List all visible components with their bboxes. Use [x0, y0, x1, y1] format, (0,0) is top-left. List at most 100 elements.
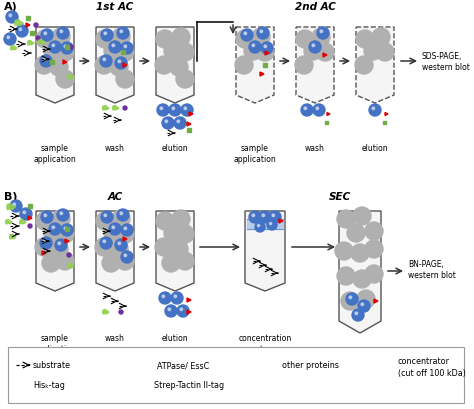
Text: elution: elution [362, 144, 388, 153]
Circle shape [44, 214, 46, 217]
Bar [65, 227, 69, 231]
Polygon shape [42, 252, 46, 255]
Circle shape [104, 33, 107, 36]
Circle shape [117, 28, 129, 40]
Circle shape [169, 105, 181, 117]
Polygon shape [374, 299, 378, 303]
Circle shape [50, 59, 68, 77]
Circle shape [49, 223, 61, 236]
Circle shape [116, 252, 134, 270]
Circle shape [176, 225, 194, 243]
Text: substrate: substrate [33, 361, 71, 370]
Circle shape [353, 207, 371, 225]
Circle shape [140, 358, 154, 372]
Bar [121, 51, 125, 55]
Circle shape [165, 121, 168, 124]
Circle shape [117, 209, 129, 221]
Circle shape [165, 305, 177, 317]
Polygon shape [268, 361, 279, 368]
Text: other proteins: other proteins [282, 361, 339, 370]
Polygon shape [385, 113, 388, 116]
Circle shape [28, 225, 32, 229]
Circle shape [50, 240, 68, 258]
Circle shape [49, 42, 61, 54]
Circle shape [96, 213, 114, 230]
Circle shape [176, 71, 194, 89]
Circle shape [295, 57, 313, 75]
Circle shape [64, 227, 67, 230]
Polygon shape [123, 64, 127, 68]
Polygon shape [339, 211, 381, 333]
Circle shape [164, 43, 182, 61]
Circle shape [267, 220, 277, 230]
Polygon shape [36, 28, 74, 104]
Circle shape [103, 240, 106, 243]
Polygon shape [123, 237, 127, 241]
Circle shape [184, 108, 187, 110]
Circle shape [317, 28, 329, 40]
Circle shape [346, 293, 358, 305]
Polygon shape [327, 113, 330, 116]
Polygon shape [236, 28, 274, 104]
Circle shape [352, 309, 364, 321]
Circle shape [249, 211, 261, 223]
Circle shape [35, 238, 53, 256]
Circle shape [244, 43, 262, 61]
Circle shape [16, 26, 28, 38]
Circle shape [312, 29, 330, 47]
Circle shape [316, 44, 334, 62]
Circle shape [41, 211, 53, 223]
Polygon shape [9, 235, 16, 239]
Circle shape [257, 225, 260, 227]
Circle shape [174, 118, 186, 130]
Circle shape [304, 43, 322, 61]
Circle shape [144, 362, 146, 365]
Text: sample
application: sample application [34, 144, 76, 164]
Circle shape [44, 43, 62, 61]
Circle shape [4, 34, 16, 46]
Circle shape [162, 295, 164, 298]
Circle shape [96, 31, 114, 49]
Polygon shape [156, 28, 194, 104]
Text: SDS-PAGE,
western blot: SDS-PAGE, western blot [422, 52, 470, 72]
Circle shape [104, 214, 107, 217]
Polygon shape [96, 28, 134, 104]
Polygon shape [26, 24, 30, 28]
Circle shape [121, 43, 133, 55]
Circle shape [269, 211, 281, 223]
Polygon shape [187, 123, 191, 127]
Bar [50, 61, 54, 65]
Polygon shape [113, 106, 119, 110]
Circle shape [123, 107, 127, 111]
Polygon shape [6, 220, 12, 224]
Circle shape [124, 227, 127, 230]
Circle shape [296, 31, 314, 49]
Bar [65, 46, 69, 50]
Bar [187, 129, 191, 133]
Circle shape [252, 29, 270, 47]
Circle shape [100, 237, 112, 249]
Text: concentrator: concentrator [398, 357, 450, 366]
Circle shape [121, 252, 133, 263]
Circle shape [272, 214, 274, 217]
Circle shape [43, 59, 46, 61]
Circle shape [52, 227, 55, 229]
Circle shape [35, 57, 53, 75]
Circle shape [262, 214, 264, 217]
Circle shape [19, 29, 22, 31]
Circle shape [261, 43, 273, 55]
Circle shape [159, 292, 171, 304]
Circle shape [119, 310, 123, 314]
Circle shape [172, 108, 174, 110]
Circle shape [116, 225, 134, 243]
Polygon shape [265, 52, 269, 56]
Text: (cut off 100 kDa): (cut off 100 kDa) [398, 369, 466, 378]
Polygon shape [156, 211, 194, 291]
Polygon shape [187, 298, 191, 302]
Circle shape [120, 31, 123, 34]
Circle shape [172, 211, 190, 229]
Bar [263, 64, 267, 68]
Polygon shape [323, 54, 327, 58]
Circle shape [121, 225, 133, 236]
Circle shape [120, 213, 123, 215]
